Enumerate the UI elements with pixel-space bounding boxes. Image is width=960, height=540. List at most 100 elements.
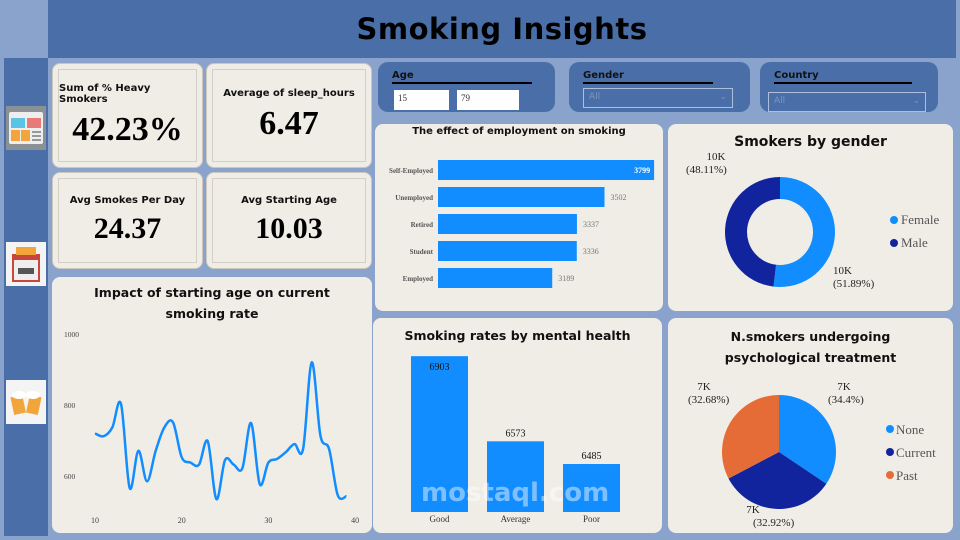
dashboard-icon[interactable] [6,106,46,150]
legend-label: Male [901,235,928,250]
kpi-value: 24.37 [93,212,162,245]
chart-title: Smoking rates by mental health [404,328,631,343]
age-slicer: Age 15 79 [378,62,555,112]
category-label: Self-Employed [389,167,433,175]
x-tick-label: 20 [178,516,186,525]
page-title: Smoking Insights [356,12,648,46]
category-label: Retired [411,221,434,229]
pie-slice-current [728,452,827,509]
data-label: 7K [697,381,711,393]
beer-mugs-icon[interactable] [6,380,46,424]
legend-dot [886,471,894,479]
age-label: Age [392,70,532,84]
gender-value: All [589,92,601,102]
pie-slice-none [779,395,836,484]
chart-title: The effect of employment on smoking [412,126,626,137]
gender-dropdown[interactable]: All ⌄ [583,88,733,108]
kpi-smokes-per-day: Avg Smokes Per Day 24.37 [52,172,203,269]
country-dropdown[interactable]: All ⌄ [768,92,926,112]
sidebar [4,58,48,536]
x-tick-label: 40 [351,516,359,525]
psych-treatment-pie-chart: NoneCurrentPast7K(34.4%)7K(32.92%)7K(32.… [688,381,936,529]
legend-dot [886,425,894,433]
kpi-label: Average of sleep_hours [223,88,355,99]
chart-title: Smokers by gender [734,134,887,150]
donut-slice-female [773,177,835,287]
data-label: (32.92%) [753,517,795,529]
category-label: Good [430,514,450,524]
gender-label: Gender [583,70,713,84]
bar [438,241,577,261]
x-tick-label: 10 [91,516,99,525]
kpi-starting-age: Avg Starting Age 10.03 [206,172,372,269]
x-tick-label: 30 [264,516,272,525]
data-label: (51.89%) [833,278,875,290]
category-label: Student [410,248,434,256]
legend-dot [886,448,894,456]
y-tick-label: 800 [64,401,76,410]
y-tick-label: 1000 [64,330,79,339]
bar [438,214,577,234]
mental-health-chart-card: Smoking rates by mental health 6903 Good 6… [373,318,662,533]
legend-label: Current [896,445,936,460]
data-label: 6573 [506,428,526,439]
kpi-sleep-hours: Average of sleep_hours 6.47 [206,63,372,168]
employment-bar-chart: Self-Employed 3799 Unemployed 3502 Retired 33… [389,160,655,288]
kpi-label: Avg Smokes Per Day [69,195,186,206]
data-label: 6903 [430,362,450,373]
data-label: 3502 [610,193,626,202]
data-label: 3336 [583,247,599,256]
legend-dot [890,216,898,224]
kpi-heavy-smokers: Sum of % Heavy Smokers 42.23% [52,63,203,168]
chevron-down-icon: ⌄ [719,92,727,102]
data-label: 7K [837,381,851,393]
cigarette-pack-icon[interactable] [6,242,46,286]
donut-slice-male [724,177,780,287]
data-label: 3799 [634,166,650,175]
data-label: (34.4%) [828,394,864,406]
employment-chart-card: The effect of employment on smoking Self… [375,124,663,311]
series-line [94,361,347,501]
psych-treatment-chart-card: N.smokers undergoing psychological treat… [668,318,953,533]
data-label: (48.11%) [686,164,727,176]
category-label: Unemployed [395,194,433,202]
country-value: All [774,96,786,106]
kpi-label: Sum of % Heavy Smokers [59,82,151,105]
kpi-value: 10.03 [255,212,323,245]
age-max-input[interactable]: 79 [457,90,519,110]
bar [411,356,468,512]
category-label: Employed [403,275,433,283]
kpi-value: 42.23% [72,110,183,148]
country-label: Country [774,70,912,84]
starting-age-chart-card: Impact of starting age on current smokin… [52,277,372,533]
data-label: 6485 [582,451,602,462]
legend-dot [890,239,898,247]
legend-label: Past [896,468,918,483]
starting-age-line-chart: 600 800 1000 10 20 30 40 [64,330,359,525]
data-label: 3337 [583,220,599,229]
bar [487,441,544,512]
watermark: mostaql.com [421,478,610,508]
bar [563,464,620,512]
category-label: Average [501,514,531,524]
kpi-label: Avg Starting Age [241,195,337,206]
kpi-value: 6.47 [259,105,319,142]
age-min-input[interactable]: 15 [394,90,449,110]
data-label: 7K [746,504,760,516]
y-tick-label: 600 [64,472,76,481]
bar [438,160,655,180]
chart-title: Impact of starting age on current smokin… [94,285,330,321]
bar [438,187,605,207]
dashboard-header: Smoking Insights [48,0,956,58]
data-label: 3189 [558,274,574,283]
data-label: (32.68%) [688,394,730,406]
bar [438,268,553,288]
chevron-down-icon: ⌄ [912,96,920,106]
pie-slice-past [722,395,779,479]
gender-chart-card: Smokers by gender Female Male 10K (51.89%) 1… [668,124,953,311]
category-label: Poor [583,514,600,524]
country-slicer: Country All ⌄ [760,62,938,112]
data-label: 10K [707,151,726,163]
legend-label: None [896,422,924,437]
